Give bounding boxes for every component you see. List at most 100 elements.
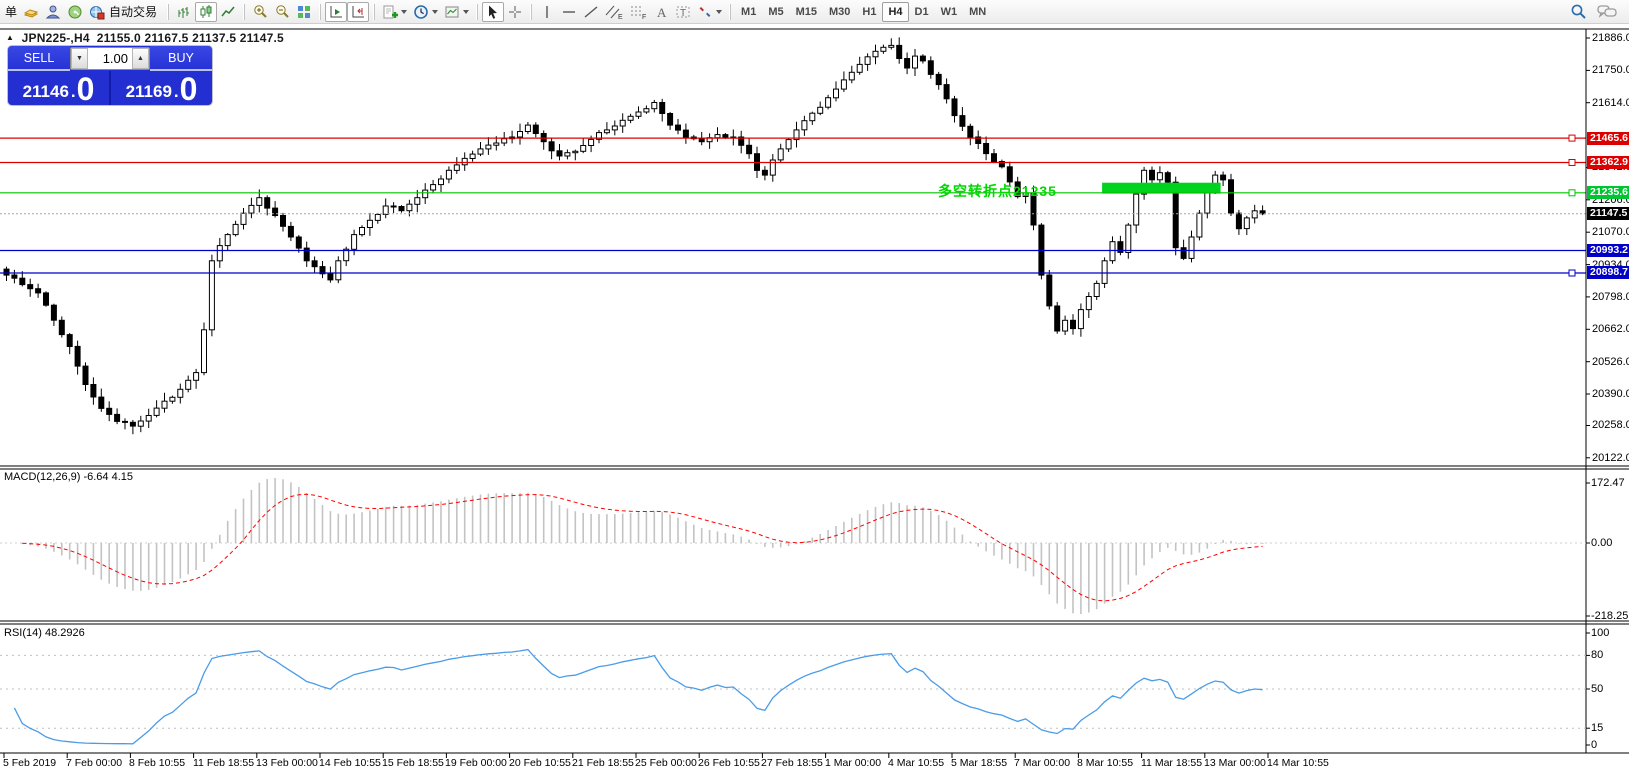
timeline-label: 11 Feb 18:55 (193, 757, 255, 769)
volume-stepper: ▼ 1.00 ▲ (70, 47, 150, 70)
timeline-label: 11 Mar 18:55 (1141, 757, 1203, 769)
trendline-icon[interactable] (580, 2, 602, 22)
rsi-level-15: 15 (1591, 722, 1604, 734)
zoom-in-icon[interactable] (249, 2, 271, 22)
separator (319, 3, 322, 20)
timeframe-MN[interactable]: MN (969, 5, 987, 18)
dropdown-caret (401, 9, 408, 14)
price-axis-tick: 21614.0 (1592, 97, 1629, 109)
line-chart-icon[interactable] (217, 2, 239, 22)
signal-icon[interactable] (64, 2, 86, 22)
level-price-label[interactable]: 21465.6 (1587, 132, 1629, 145)
timeframe-H1[interactable]: H1 (862, 5, 877, 18)
volume-down-button[interactable]: ▼ (71, 48, 88, 69)
timeline-label: 14 Mar 10:55 (1267, 757, 1329, 769)
cursor-icon[interactable] (482, 1, 505, 22)
timeline-label: 7 Mar 00:00 (1014, 757, 1071, 769)
timeline-label: 19 Feb 00:00 (445, 757, 507, 769)
separator (243, 3, 246, 20)
arrows-icon (699, 6, 711, 17)
timeframe-W1[interactable]: W1 (940, 5, 958, 18)
sell-price[interactable]: 21146. 0 (8, 71, 111, 105)
chat-icon[interactable] (1597, 4, 1617, 20)
svg-text:A: A (657, 5, 667, 20)
autotrade-label: 自动交易 (109, 5, 158, 19)
horizontal-line-icon[interactable] (558, 2, 580, 22)
separator (729, 3, 732, 20)
tile-windows-icon[interactable] (293, 2, 315, 22)
separator (373, 3, 376, 20)
timeframe-M1[interactable]: M1 (741, 5, 757, 18)
timeframe-H4[interactable]: H4 (882, 1, 909, 22)
timeline-label: 14 Feb 10:55 (319, 757, 381, 769)
level-price-label[interactable]: 21235.6 (1587, 186, 1629, 199)
price-axis-tick: 21886.0 (1592, 32, 1629, 44)
clock-icon (414, 4, 428, 19)
volume-value[interactable]: 1.00 (88, 48, 132, 69)
timeline-label: 20 Feb 10:55 (509, 757, 571, 769)
level-price-label[interactable]: 20993.2 (1587, 244, 1629, 257)
timeframe-M30[interactable]: M30 (829, 5, 851, 18)
dropdown-caret (716, 9, 723, 14)
timeframe-D1[interactable]: D1 (914, 5, 929, 18)
timeline-label: 25 Feb 00:00 (635, 757, 697, 769)
indicators-button[interactable] (379, 2, 410, 22)
timeline-label: 21 Feb 18:55 (572, 757, 634, 769)
main-toolbar: 单 自动交易 E F A T M1 M5 M15 M30 H1 H4 D1 W1 MN (0, 0, 1629, 24)
buy-price[interactable]: 21169. 0 (125, 70, 198, 105)
dropdown-caret (432, 9, 439, 14)
channel-icon[interactable]: E (602, 2, 626, 22)
book-icon[interactable] (20, 2, 42, 22)
rsi-scale-100: 100 (1591, 627, 1610, 639)
chart-header: ▲ JPN225-,H4 21155.0 21167.5 21137.5 211… (6, 31, 284, 45)
timeline-label: 26 Feb 10:55 (698, 757, 760, 769)
volume-up-button[interactable]: ▲ (132, 48, 149, 69)
timeframe-M15[interactable]: M15 (795, 5, 817, 18)
chart-text-annotation[interactable]: 多空转折点21235 (938, 183, 1057, 199)
rsi-label: RSI(14) 48.2926 (4, 627, 85, 639)
timeline-label: 5 Mar 18:55 (951, 757, 1008, 769)
buy-button[interactable]: BUY (150, 46, 212, 71)
macd-label: MACD(12,26,9) -6.64 4.15 (4, 471, 134, 483)
arrows-button[interactable] (694, 2, 725, 22)
chart-shift-icon[interactable] (347, 1, 370, 22)
separator (167, 3, 170, 20)
text-icon[interactable]: A (650, 2, 672, 22)
auto-scroll-icon[interactable] (325, 1, 348, 22)
candlestick-icon[interactable] (195, 1, 218, 22)
autotrade-icon (90, 5, 105, 19)
zoom-out-icon[interactable] (271, 2, 293, 22)
chart-marker-icon: ▲ (6, 33, 15, 42)
templates-button[interactable] (441, 2, 472, 22)
indicators-icon (383, 5, 399, 18)
bar-chart-icon[interactable] (173, 2, 195, 22)
level-price-label[interactable]: 20898.7 (1587, 266, 1629, 279)
price-axis-tick: 20798.0 (1592, 291, 1629, 303)
timeframe-M5[interactable]: M5 (768, 5, 784, 18)
svg-text:E: E (618, 14, 623, 20)
fibonacci-icon[interactable]: F (626, 2, 650, 22)
new-order-button[interactable]: 单 (5, 5, 18, 19)
timeline-label: 1 Mar 00:00 (825, 757, 882, 769)
periods-button[interactable] (410, 2, 441, 22)
timeline-label: 15 Feb 18:55 (382, 757, 444, 769)
price-axis-tick: 20258.0 (1592, 419, 1629, 431)
price-axis-tick: 21070.0 (1592, 226, 1629, 238)
autotrade-button[interactable]: 自动交易 (86, 2, 163, 22)
separator (476, 3, 479, 20)
vertical-line-icon[interactable] (536, 2, 558, 22)
rsi-scale-0: 0 (1591, 739, 1598, 751)
rsi-level-50: 50 (1591, 683, 1604, 695)
crosshair-icon[interactable] (504, 2, 526, 22)
accounts-icon[interactable] (42, 2, 64, 22)
macd-scale-max: 172.47 (1591, 477, 1625, 489)
one-click-trading-panel: SELL ▼ 1.00 ▲ BUY 21146. 0 21169. 0 (8, 46, 212, 105)
level-price-label[interactable]: 21362.9 (1587, 156, 1629, 169)
sell-button[interactable]: SELL (8, 46, 70, 71)
separator (530, 3, 533, 20)
macd-scale-zero: 0.00 (1591, 537, 1613, 549)
svg-text:F: F (642, 14, 646, 20)
search-icon[interactable] (1570, 3, 1587, 20)
text-label-icon[interactable]: T (672, 2, 694, 22)
